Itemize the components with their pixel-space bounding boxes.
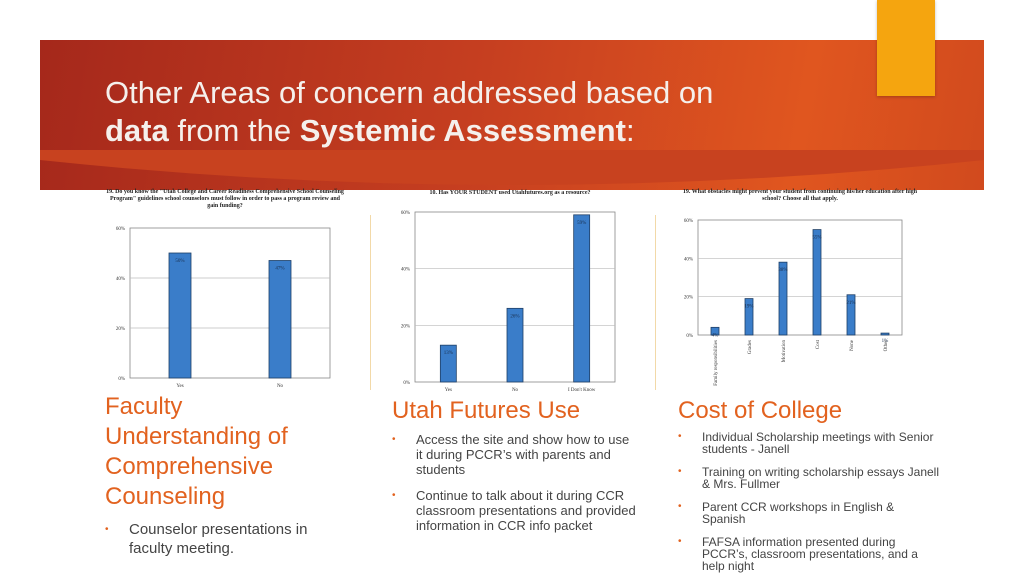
y-tick-label: 40% bbox=[401, 268, 410, 273]
faculty-heading: Faculty Understanding of Comprehensive C… bbox=[105, 393, 288, 510]
list-item: • Continue to talk about it during CCR cl… bbox=[392, 488, 637, 533]
banner-curve bbox=[40, 150, 984, 185]
bar bbox=[812, 229, 822, 336]
title-colon: : bbox=[625, 113, 635, 148]
bar bbox=[744, 298, 754, 336]
utah-futures-bullets: • Access the site and show how to use it … bbox=[392, 432, 637, 533]
data-label: 1% bbox=[882, 339, 889, 344]
y-tick-label: 0% bbox=[403, 381, 410, 386]
bullet-text: Counselor presentations in faculty meeti… bbox=[129, 521, 308, 557]
corner-tab bbox=[877, 0, 935, 96]
list-item: • Counselor presentations in faculty meet… bbox=[105, 520, 335, 558]
y-tick-label: 20% bbox=[116, 327, 125, 332]
chart2-svg: 0% 20% 40% 60% 13% Yes 26% No 59% I Don't Know bbox=[401, 211, 616, 393]
x-tick-label: Family responsibilities bbox=[714, 340, 719, 386]
divider-left bbox=[370, 215, 371, 390]
plot-area bbox=[697, 219, 903, 336]
chart3-svg: 0% 20% 40% 60% 4% Family responsibilities 19% G… bbox=[684, 219, 903, 386]
data-label: 47% bbox=[275, 267, 284, 272]
x-tick-label: Other bbox=[884, 340, 889, 352]
data-label: 38% bbox=[778, 268, 787, 273]
x-tick-label: None bbox=[850, 339, 855, 351]
title-line1: Other Areas of concern addressed based o… bbox=[105, 75, 714, 110]
chart2-title: 10. Has YOUR STUDENT used Utahfutures.or… bbox=[429, 190, 591, 196]
bullet-text: Parent CCR workshops in English & Spanis… bbox=[702, 500, 895, 526]
x-tick-label: Yes bbox=[176, 384, 183, 389]
title-data: data bbox=[105, 113, 169, 148]
chart1-svg: 0% 20% 40% 60% 50% Yes 47% No bbox=[116, 227, 331, 389]
bullet-marker: • bbox=[392, 434, 396, 445]
cost-of-college-bullets: • Individual Scholarship meetings with Se… bbox=[678, 431, 940, 572]
plot-area bbox=[129, 227, 331, 379]
list-item: • Training on writing scholarship essays … bbox=[678, 466, 940, 490]
y-tick-label: 20% bbox=[401, 324, 410, 329]
data-label: 55% bbox=[812, 236, 821, 241]
x-tick-label: Grades bbox=[748, 340, 753, 354]
bullet-marker: • bbox=[392, 490, 396, 501]
x-tick-label: I Don't Know bbox=[568, 388, 596, 393]
divider-right bbox=[655, 215, 656, 390]
list-item: • Individual Scholarship meetings with Se… bbox=[678, 431, 940, 455]
list-item: • Parent CCR workshops in English & Spani… bbox=[678, 501, 940, 525]
title-systemic: Systemic Assessment bbox=[299, 113, 626, 148]
data-label: 59% bbox=[577, 221, 586, 226]
bullet-marker: • bbox=[678, 431, 682, 442]
bullet-marker: • bbox=[678, 501, 682, 512]
bullet-text: Training on writing scholarship essays J… bbox=[702, 465, 939, 491]
chart3-title: 19. What obstacles might prevent your st… bbox=[682, 189, 918, 202]
data-label: 26% bbox=[510, 314, 519, 319]
bar bbox=[880, 332, 890, 336]
bullet-text: Access the site and show how to use it d… bbox=[416, 432, 630, 477]
data-label: 19% bbox=[744, 305, 753, 310]
cost-of-college-heading: Cost of College bbox=[678, 397, 843, 424]
bar bbox=[506, 307, 524, 383]
y-tick-label: 60% bbox=[684, 219, 693, 224]
bar bbox=[710, 326, 720, 336]
faculty-bullets: • Counselor presentations in faculty meet… bbox=[105, 520, 335, 558]
y-tick-label: 60% bbox=[401, 211, 410, 216]
data-label: 13% bbox=[444, 351, 453, 356]
bullet-text: FAFSA information presented during PCCR’… bbox=[702, 535, 918, 573]
slide-title: Other Areas of concern addressed based o… bbox=[105, 74, 713, 150]
y-tick-label: 20% bbox=[684, 296, 693, 301]
bullet-marker: • bbox=[678, 536, 682, 547]
x-tick-label: No bbox=[512, 388, 519, 393]
x-tick-label: Cost bbox=[816, 339, 821, 349]
bullet-marker: • bbox=[678, 466, 682, 477]
list-item: • Access the site and show how to use it … bbox=[392, 432, 637, 477]
title-from: from the bbox=[168, 113, 300, 148]
data-label: 50% bbox=[175, 259, 184, 264]
y-tick-label: 40% bbox=[116, 277, 125, 282]
y-tick-label: 60% bbox=[116, 227, 125, 232]
bar bbox=[846, 294, 856, 336]
bar bbox=[778, 261, 788, 336]
data-label: 21% bbox=[846, 301, 855, 306]
bullet-text: Continue to talk about it during CCR cla… bbox=[416, 488, 636, 533]
list-item: • FAFSA information presented during PCCR… bbox=[678, 536, 940, 572]
bullet-text: Individual Scholarship meetings with Sen… bbox=[702, 430, 934, 456]
chart1-title: 19. Do you know the "Utah College and Ca… bbox=[106, 189, 344, 209]
bar bbox=[168, 252, 192, 379]
bar bbox=[268, 260, 292, 379]
y-tick-label: 0% bbox=[118, 377, 125, 382]
x-tick-label: No bbox=[277, 384, 284, 389]
utah-futures-heading: Utah Futures Use bbox=[392, 397, 581, 424]
bar bbox=[439, 344, 457, 383]
y-tick-label: 40% bbox=[684, 257, 693, 262]
bar bbox=[573, 214, 591, 383]
bullet-marker: • bbox=[105, 524, 109, 535]
x-tick-label: Yes bbox=[445, 388, 452, 393]
y-tick-label: 0% bbox=[686, 334, 693, 339]
data-label: 4% bbox=[712, 333, 719, 338]
x-tick-label: Motivation bbox=[782, 340, 787, 363]
